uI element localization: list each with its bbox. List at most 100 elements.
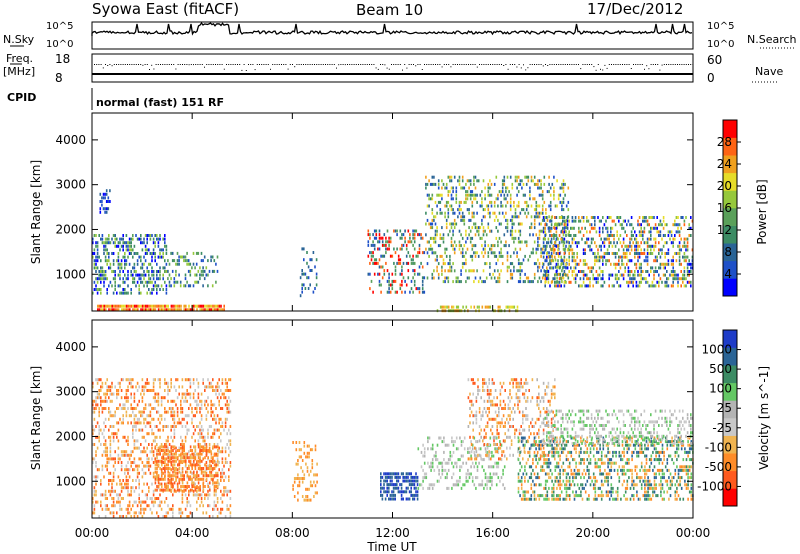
scatter-cell (468, 179, 470, 183)
scatter-cell (210, 385, 212, 389)
scatter-cell (571, 255, 574, 259)
scatter-cell (558, 234, 561, 237)
scatter-cell (164, 241, 166, 245)
scatter-cell (444, 262, 446, 266)
scatter-cell (413, 283, 416, 287)
scatter-cell (101, 493, 104, 497)
scatter-cell (162, 288, 164, 291)
scatter-cell (470, 305, 472, 309)
scatter-cell (675, 252, 678, 255)
scatter-cell (119, 237, 121, 241)
scatter-cell (405, 475, 408, 479)
scatter-cell (197, 486, 200, 490)
scatter-cell (306, 498, 309, 502)
scatter-cell (181, 449, 184, 452)
scatter-cell (530, 215, 533, 219)
nave-dot (586, 64, 588, 65)
scatter-cell (495, 262, 498, 266)
scatter-cell (180, 456, 182, 460)
scatter-cell (162, 277, 164, 281)
scatter-cell (176, 410, 179, 414)
scatter-cell (192, 381, 195, 385)
scatter-cell (503, 486, 506, 490)
scatter-cell (578, 216, 580, 219)
scatter-cell (152, 417, 155, 421)
scatter-cell (149, 450, 152, 454)
scatter-cell (93, 417, 96, 421)
scatter-cell (405, 472, 408, 476)
scatter-cell (493, 269, 496, 273)
scatter-cell (648, 230, 650, 234)
nave-dot (395, 64, 397, 65)
scatter-cell (602, 262, 604, 266)
scatter-cell (433, 251, 435, 255)
scatter-cell (550, 259, 553, 263)
scatter-cell (106, 507, 108, 511)
scatter-cell (164, 515, 166, 518)
scatter-cell (514, 179, 517, 183)
scatter-cell (407, 261, 410, 265)
scatter-cell (154, 500, 156, 504)
nave-dot (373, 64, 375, 65)
scatter-cell (202, 266, 204, 270)
scatter-cell (187, 269, 190, 273)
scatter-cell (104, 407, 107, 410)
scatter-cell (685, 255, 687, 259)
scatter-cell (162, 452, 165, 456)
scatter-cell (489, 265, 491, 269)
scatter-cell (407, 486, 409, 490)
scatter-cell (173, 481, 176, 485)
nave-dot (628, 64, 630, 65)
scatter-cell (186, 485, 189, 488)
scatter-cell (465, 280, 467, 284)
nave-dot (608, 64, 610, 65)
scatter-cell (608, 244, 610, 248)
scatter-cell (170, 410, 172, 414)
scatter-cell (383, 269, 386, 273)
scatter-cell (109, 241, 112, 245)
scatter-cell (627, 280, 630, 284)
scatter-cell (220, 417, 222, 421)
scatter-cell (112, 515, 115, 518)
scatter-cell (203, 269, 206, 273)
scatter-cell (426, 262, 429, 266)
scatter-cell (455, 479, 458, 483)
scatter-cell (102, 192, 105, 196)
scatter-cell (501, 262, 504, 266)
scatter-cell (121, 308, 123, 312)
scatter-cell (309, 484, 312, 488)
scatter-cell (547, 273, 550, 277)
scatter-cell (486, 476, 488, 480)
nave-dot (98, 64, 100, 65)
scatter-cell (132, 237, 134, 241)
scatter-cell (175, 452, 177, 456)
scatter-cell (462, 305, 464, 309)
scatter-cell (402, 490, 404, 494)
scatter-cell (565, 240, 568, 244)
scatter-cell (538, 244, 541, 248)
scatter-cell (469, 236, 472, 240)
scatter-cell (506, 251, 509, 255)
scatter-cell (662, 244, 665, 248)
scatter-cell (204, 497, 206, 500)
scatter-cell (558, 277, 561, 281)
scatter-cell (524, 240, 526, 244)
scatter-cell (109, 450, 112, 454)
scatter-cell (503, 182, 506, 186)
scatter-cell (175, 425, 177, 428)
scatter-cell (141, 461, 144, 464)
scatter-cell (658, 223, 660, 227)
scatter-cell (109, 414, 112, 418)
scatter-cell (412, 261, 414, 265)
scatter-cell (437, 179, 440, 183)
scatter-cell (180, 446, 182, 450)
scatter-cell (129, 308, 131, 312)
scatter-cell (590, 241, 593, 245)
scatter-cell (132, 378, 134, 382)
scatter-cell (178, 453, 180, 457)
scatter-cell (386, 483, 388, 487)
scatter-cell (450, 197, 453, 201)
nave-dot (325, 64, 326, 65)
scatter-cell (452, 229, 454, 233)
scatter-cell (127, 435, 129, 439)
